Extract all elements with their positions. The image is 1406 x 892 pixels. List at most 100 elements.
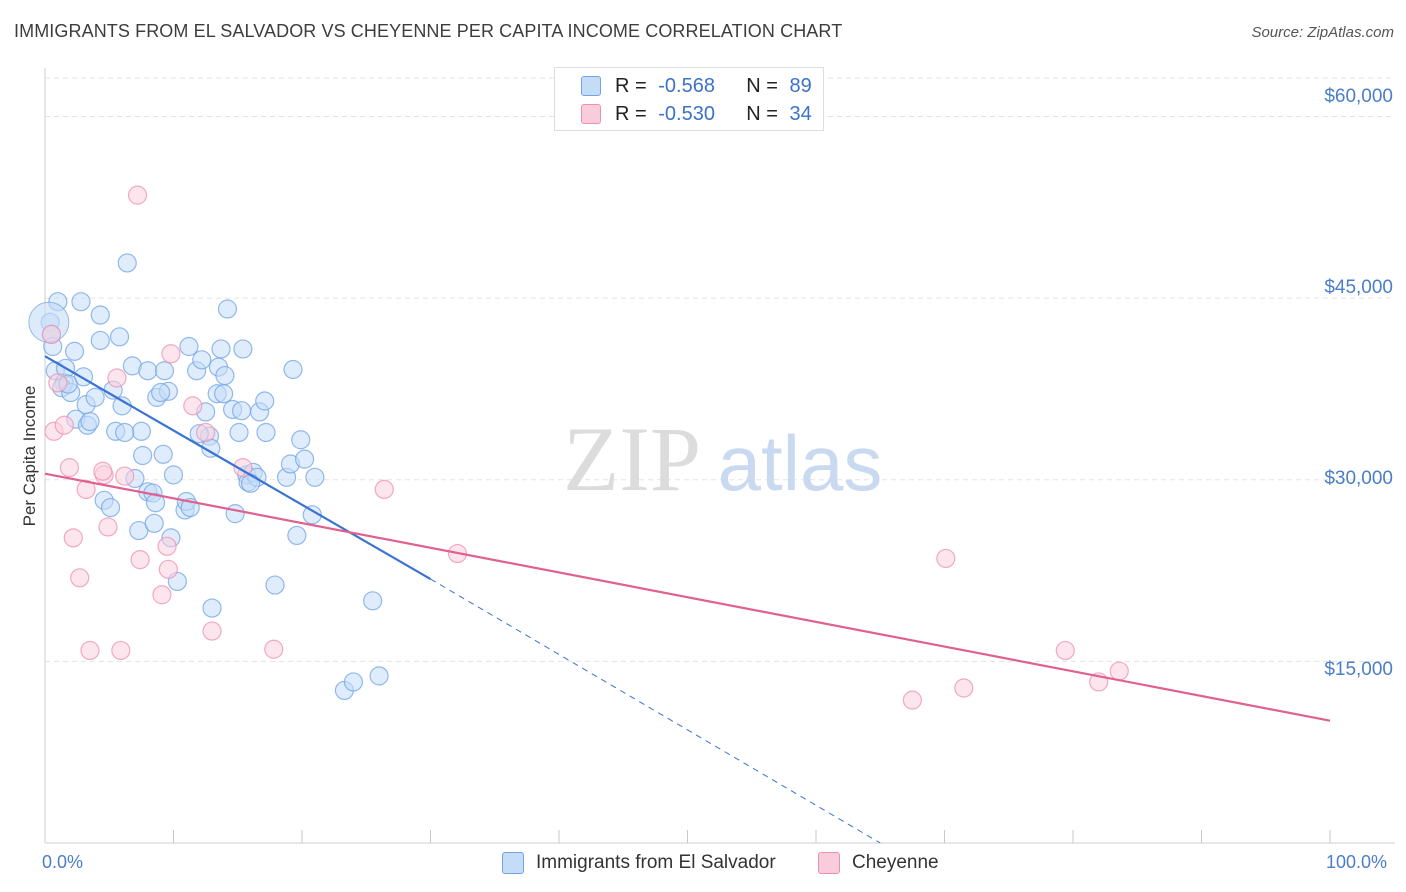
axes — [44, 68, 1395, 844]
data-point-cheyenne — [93, 461, 113, 481]
legend-n-label: N = — [746, 102, 784, 125]
legend-swatch-blue — [502, 852, 524, 874]
data-point-immigrants-el-salvador — [287, 525, 307, 546]
trend-line-immigrants-el-salvador — [44, 355, 432, 580]
data-point-immigrants-el-salvador — [256, 422, 276, 443]
data-point-cheyenne — [161, 344, 181, 364]
data-point-immigrants-el-salvador — [109, 327, 130, 347]
data-point-cheyenne — [196, 422, 216, 443]
data-point-immigrants-el-salvador — [144, 513, 164, 533]
data-point-immigrants-el-salvador — [115, 422, 135, 443]
data-point-immigrants-el-salvador — [138, 361, 158, 381]
legend-label: Cheyenne — [852, 852, 939, 873]
data-point-cheyenne — [48, 373, 68, 393]
watermark-zip: ZIP — [563, 408, 701, 510]
data-point-cheyenne — [152, 585, 172, 605]
data-point-immigrants-el-salvador — [71, 292, 91, 312]
data-point-cheyenne — [954, 678, 974, 698]
legend-swatch-pink — [581, 104, 601, 124]
data-point-cheyenne — [936, 548, 956, 569]
legend-n-value: 89 — [789, 74, 812, 97]
legend-r-label: R = — [615, 74, 653, 97]
legend-item-immigrants-el-salvador[interactable]: Immigrants from El Salvador — [502, 852, 776, 874]
legend-swatch-blue — [581, 76, 601, 96]
y-tick-label: $60,000 — [1324, 86, 1393, 107]
x-tick-label: 100.0% — [1326, 852, 1388, 872]
data-point-immigrants-el-salvador — [100, 497, 121, 518]
data-point-immigrants-el-salvador — [154, 361, 175, 381]
y-tick-label: $45,000 — [1324, 277, 1393, 298]
data-point-immigrants-el-salvador — [145, 493, 166, 513]
trend-lines — [44, 355, 1331, 844]
watermark: ZIP atlas — [563, 408, 882, 510]
legend-row-pink: R = -0.530 N = 34 — [581, 101, 812, 127]
data-point-cheyenne — [107, 368, 127, 388]
legend-swatch-pink — [818, 852, 840, 874]
data-point-immigrants-el-salvador — [363, 591, 383, 611]
data-point-immigrants-el-salvador — [179, 336, 199, 357]
data-point-cheyenne — [41, 324, 62, 345]
data-point-immigrants-el-salvador — [369, 666, 389, 686]
data-point-immigrants-el-salvador — [294, 449, 315, 469]
data-point-cheyenne — [80, 640, 100, 661]
data-point-cheyenne — [76, 479, 96, 500]
y-tick-label: $30,000 — [1324, 468, 1393, 489]
y-axis-label: Per Capita Income — [20, 385, 39, 527]
data-point-cheyenne — [157, 536, 177, 556]
legend-n-label: N = — [746, 74, 784, 97]
y-tick-label: $15,000 — [1324, 659, 1393, 680]
trend-line-cheyenne — [44, 472, 1331, 722]
data-point-immigrants-el-salvador — [117, 253, 137, 273]
data-point-immigrants-el-salvador — [229, 422, 249, 443]
correlation-legend: R = -0.568 N = 89 R = -0.530 N = 34 — [554, 67, 824, 131]
data-point-cheyenne — [1055, 640, 1075, 661]
grid-lines — [45, 77, 1395, 662]
data-point-immigrants-el-salvador — [80, 411, 100, 432]
data-point-immigrants-el-salvador — [163, 465, 184, 485]
data-point-immigrants-el-salvador — [129, 520, 149, 541]
data-point-immigrants-el-salvador — [192, 350, 212, 370]
data-point-cheyenne — [70, 568, 90, 588]
data-point-cheyenne — [183, 396, 203, 416]
data-point-cheyenne — [202, 621, 222, 641]
data-point-immigrants-el-salvador — [131, 421, 151, 441]
data-point-immigrants-el-salvador — [232, 401, 252, 421]
data-point-cheyenne — [374, 479, 394, 500]
legend-r-value: -0.568 — [658, 74, 715, 97]
legend-r-label: R = — [615, 102, 653, 125]
data-point-immigrants-el-salvador — [255, 391, 275, 411]
data-point-immigrants-el-salvador — [90, 330, 110, 351]
data-point-immigrants-el-salvador — [217, 299, 238, 319]
legend-label: Immigrants from El Salvador — [536, 852, 776, 873]
watermark-atlas: atlas — [718, 419, 883, 507]
data-point-immigrants-el-salvador — [64, 341, 85, 361]
data-point-immigrants-el-salvador — [153, 444, 173, 464]
data-point-immigrants-el-salvador — [214, 384, 234, 404]
trend-line-extension-immigrants-el-salvador — [430, 578, 881, 844]
data-point-immigrants-el-salvador — [85, 387, 105, 407]
source-label: Source: ZipAtlas.com — [1251, 24, 1394, 41]
data-point-cheyenne — [98, 517, 118, 537]
legend-r-value: -0.530 — [658, 102, 715, 125]
data-point-immigrants-el-salvador — [305, 467, 325, 487]
data-point-immigrants-el-salvador — [265, 575, 285, 595]
data-point-cheyenne — [63, 528, 83, 548]
data-point-immigrants-el-salvador — [283, 359, 303, 380]
data-point-immigrants-el-salvador — [225, 504, 245, 524]
data-point-cheyenne — [115, 466, 135, 486]
data-point-immigrants-el-salvador — [202, 598, 222, 618]
data-point-cheyenne — [264, 639, 284, 659]
data-point-cheyenne — [111, 640, 131, 661]
data-point-immigrants-el-salvador — [151, 382, 171, 403]
data-point-cheyenne — [902, 690, 922, 710]
data-point-cheyenne — [158, 559, 178, 579]
data-point-immigrants-el-salvador — [291, 430, 311, 450]
data-point-immigrants-el-salvador — [343, 672, 363, 692]
data-point-cheyenne — [1109, 661, 1129, 681]
legend-item-cheyenne[interactable]: Cheyenne — [818, 852, 939, 874]
chart-title: IMMIGRANTS FROM EL SALVADOR VS CHEYENNE … — [14, 21, 843, 41]
data-point-immigrants-el-salvador — [211, 339, 231, 359]
data-point-cheyenne — [127, 185, 148, 205]
legend-n-value: 34 — [789, 102, 812, 125]
